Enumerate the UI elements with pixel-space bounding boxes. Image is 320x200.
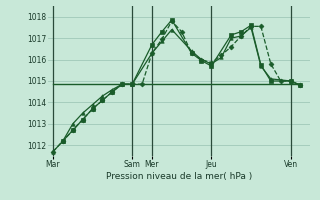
X-axis label: Pression niveau de la mer( hPa ): Pression niveau de la mer( hPa ) [106, 172, 252, 181]
